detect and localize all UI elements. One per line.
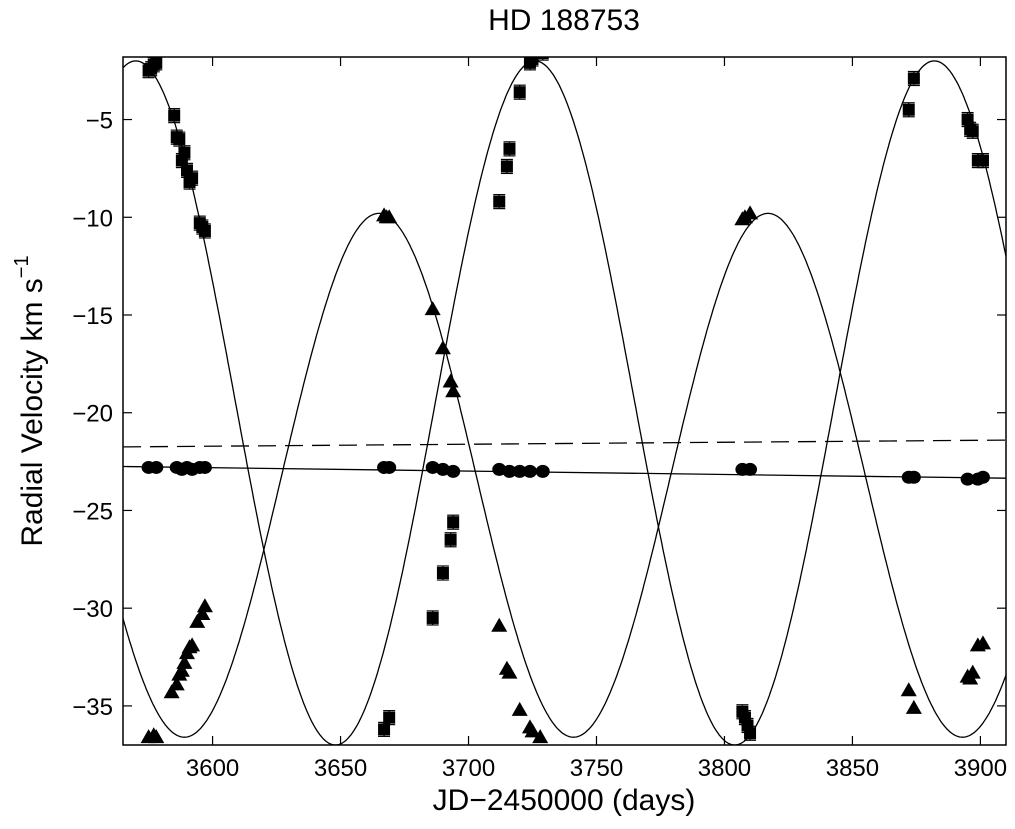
data-layer: [141, 46, 991, 743]
fit-curve-0: [123, 61, 1006, 745]
triangle-marker: [197, 598, 213, 612]
square-marker: [427, 612, 439, 624]
x-axis-label: JD−2450000 (days): [433, 784, 696, 817]
x-tick-label: 3650: [314, 755, 367, 782]
x-tick-label: 3800: [698, 755, 751, 782]
triangle-marker: [901, 682, 917, 696]
triangle-marker: [491, 618, 507, 632]
y-tick-label: −35: [72, 694, 113, 721]
y-tick-label: −30: [72, 596, 113, 623]
fit-curve-1: [123, 213, 1006, 737]
y-tick-label: −5: [86, 108, 113, 135]
square-marker: [437, 567, 449, 579]
triangle-marker: [184, 637, 200, 651]
triangle-marker: [512, 702, 528, 716]
y-tick-label: −25: [72, 498, 113, 525]
square-marker: [501, 160, 513, 172]
square-marker: [445, 534, 457, 546]
y-tick-label: −10: [72, 205, 113, 232]
x-tick-label: 3600: [186, 755, 239, 782]
square-marker: [186, 172, 198, 184]
x-tick-label: 3900: [954, 755, 1007, 782]
triangle-marker: [443, 373, 459, 387]
x-tick-label: 3850: [826, 755, 879, 782]
x-axis: 3600 3650 3700 3750 3800 3850 3900: [186, 57, 1007, 782]
triangle-marker: [906, 700, 922, 714]
plot-frame: [123, 57, 1006, 745]
square-marker: [503, 143, 515, 155]
circle-marker: [382, 461, 396, 474]
x-tick-label: 3750: [570, 755, 623, 782]
fit-curve-2: [123, 467, 1006, 479]
y-axis: −5 −10 −15 −20 −25 −30 −35: [72, 108, 1006, 721]
square-marker: [514, 86, 526, 98]
circle-marker: [743, 463, 757, 476]
square-marker: [447, 516, 459, 528]
fit-curve-3: [123, 440, 1006, 447]
y-axis-label: Radial Velocity km s−1: [11, 255, 49, 546]
y-tick-label: −20: [72, 401, 113, 428]
square-marker: [903, 104, 915, 116]
square-marker: [493, 196, 505, 208]
fit-layer: [123, 61, 1006, 745]
y-axis-label-exponent: −1: [11, 255, 33, 278]
square-marker: [383, 712, 395, 724]
chart-title: HD 188753: [488, 4, 640, 37]
square-marker: [150, 57, 162, 69]
y-tick-label: −15: [72, 303, 113, 330]
x-tick-label: 3700: [442, 755, 495, 782]
